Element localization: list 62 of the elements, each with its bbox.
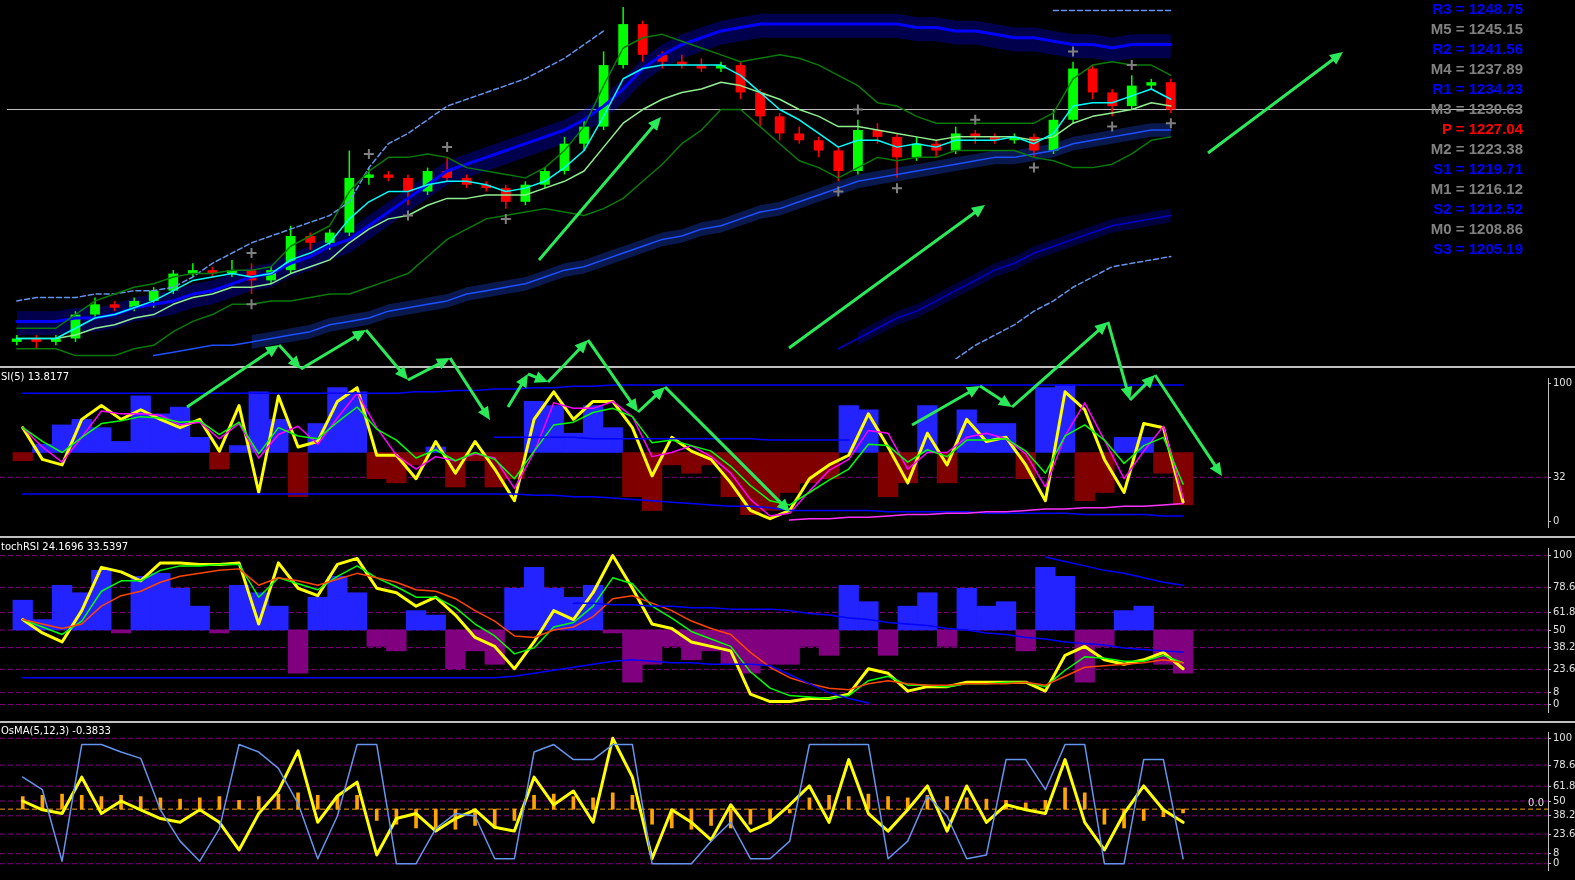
y-tick-label: 61.8 bbox=[1553, 779, 1575, 791]
y-tick-label: 32 bbox=[1553, 470, 1566, 482]
candlestick bbox=[755, 88, 765, 128]
text: R3 = 1248.75 bbox=[1431, 0, 1523, 19]
candlestick bbox=[148, 286, 159, 309]
candlestick bbox=[813, 136, 824, 159]
y-tick-label: 0 bbox=[1553, 857, 1560, 869]
text: M2 = 1223.38 bbox=[1429, 140, 1523, 159]
point bbox=[832, 185, 845, 198]
y-tick-label: 0 bbox=[1553, 698, 1560, 710]
y-tick-label: 100 bbox=[1553, 549, 1573, 561]
point bbox=[851, 103, 864, 116]
y-tick-label: 50 bbox=[1553, 623, 1566, 635]
text: S3 = 1205.19 bbox=[1432, 240, 1523, 259]
candlestick bbox=[1087, 64, 1098, 101]
y-tick-label: 78.6 bbox=[1553, 580, 1575, 592]
candlestick bbox=[892, 132, 902, 179]
candlestick bbox=[540, 166, 550, 189]
point bbox=[1027, 161, 1040, 174]
y-tick-label: 100 bbox=[1553, 731, 1573, 743]
chart-title: tochRSI 24.1696 33.5397 bbox=[1, 541, 129, 552]
y-tick-label: 23.6 bbox=[1553, 827, 1575, 839]
point bbox=[245, 298, 258, 311]
annotation: 0.0 bbox=[1528, 796, 1544, 808]
candlestick bbox=[579, 119, 589, 152]
text: S1 = 1219.71 bbox=[1432, 160, 1523, 179]
y-tick-label: 78.6 bbox=[1553, 758, 1575, 770]
text: M4 = 1237.89 bbox=[1429, 60, 1523, 79]
y-tick-label: 23.6 bbox=[1553, 662, 1575, 674]
point bbox=[969, 113, 982, 126]
candlestick bbox=[774, 112, 785, 142]
text: M1 = 1216.12 bbox=[1429, 180, 1523, 199]
text: S2 = 1212.52 bbox=[1432, 200, 1523, 219]
text: R2 = 1241.56 bbox=[1431, 40, 1523, 59]
y-tick-label: 8 bbox=[1553, 847, 1560, 859]
y-tick-label: 61.8 bbox=[1553, 606, 1575, 617]
text: R1 = 1234.23 bbox=[1431, 80, 1523, 99]
chart-title: OsMA(5,12,3) -0.3833 bbox=[1, 725, 111, 736]
point bbox=[1164, 117, 1177, 130]
bar bbox=[197, 797, 202, 810]
text: M5 = 1245.15 bbox=[1429, 20, 1523, 39]
bar bbox=[287, 452, 309, 497]
candlestick bbox=[1126, 74, 1137, 111]
candlestick bbox=[833, 146, 844, 183]
bar bbox=[12, 452, 33, 462]
y-tick-label: 8 bbox=[1553, 686, 1560, 698]
y-tick-label: 0 bbox=[1553, 515, 1560, 527]
y-tick-label: 38.2 bbox=[1553, 641, 1575, 653]
candlestick bbox=[403, 173, 413, 206]
candlestick bbox=[1107, 88, 1118, 118]
candlestick bbox=[90, 296, 100, 319]
chart-title: SI(5) 13.8177 bbox=[1, 371, 69, 382]
y-tick-label: 100 bbox=[1553, 377, 1573, 389]
y-tick-label: 50 bbox=[1553, 794, 1566, 806]
bar bbox=[228, 445, 250, 453]
point bbox=[402, 209, 414, 222]
point bbox=[1106, 120, 1119, 133]
point bbox=[1067, 45, 1080, 58]
text: P = 1227.04 bbox=[1440, 120, 1523, 139]
bar bbox=[209, 452, 230, 470]
y-tick-label: 38.2 bbox=[1553, 809, 1575, 821]
text: M0 = 1208.86 bbox=[1429, 220, 1523, 239]
